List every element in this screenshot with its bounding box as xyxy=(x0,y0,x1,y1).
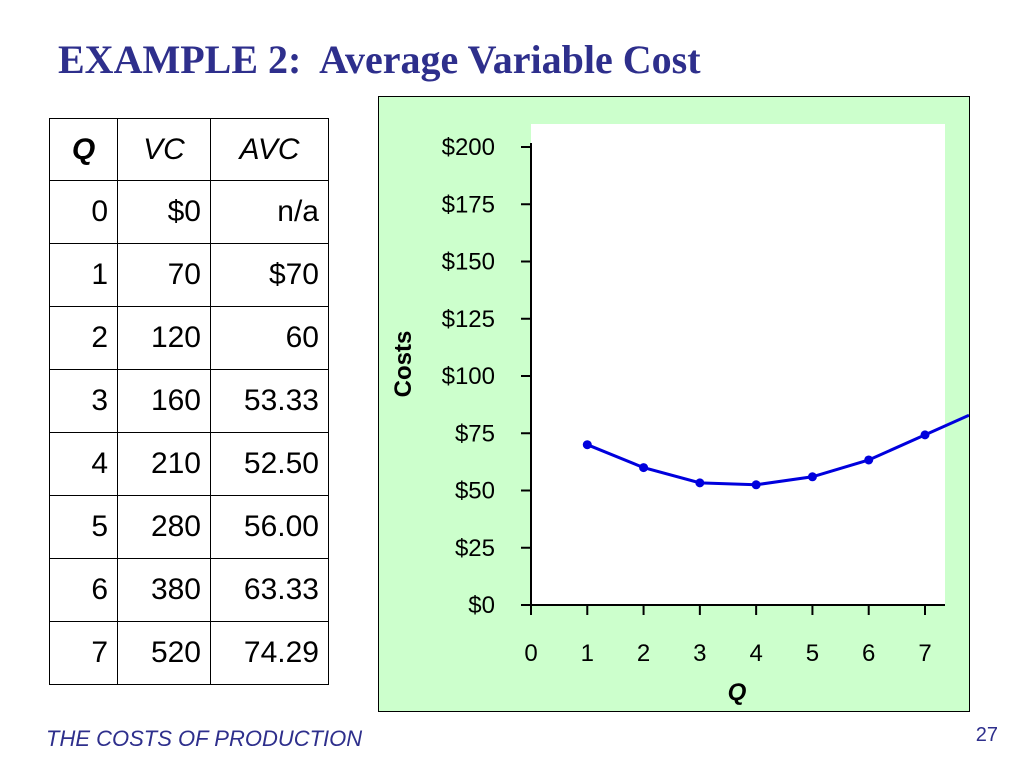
table-row: 7 520 74.29 xyxy=(49,621,329,685)
x-tick-label: 3 xyxy=(693,640,706,667)
avc-line xyxy=(586,413,969,487)
y-tick-label: $100 xyxy=(442,363,495,390)
y-tick-label: $200 xyxy=(442,134,495,161)
header-q: Q xyxy=(49,118,118,181)
cell-vc: 160 xyxy=(117,369,211,433)
x-tick-label: 1 xyxy=(581,640,594,667)
cell-vc: $0 xyxy=(117,180,211,244)
table-header-row: Q VC AVC xyxy=(49,118,329,181)
avc-point xyxy=(864,455,874,465)
cell-vc: 70 xyxy=(117,243,211,307)
avc-chart-svg: $0 $25 $50 $75 $100 $125 $150 $175 $200 0 1 2 3 4 5 6 7 Q… xyxy=(379,97,969,711)
header-vc: VC xyxy=(117,118,211,181)
series-layer xyxy=(582,413,969,490)
avc-point xyxy=(920,430,930,440)
y-tick-label: $75 xyxy=(455,420,495,447)
avc-point xyxy=(695,478,705,488)
x-tick-label: 4 xyxy=(749,640,762,667)
cell-avc: n/a xyxy=(210,180,329,244)
x-tick-label: 2 xyxy=(637,640,650,667)
cell-avc: 53.33 xyxy=(210,369,329,433)
cell-vc: 520 xyxy=(117,621,211,685)
axes-layer: $0 $25 $50 $75 $100 $125 $150 $175 $200 0 1 2 3 4 5 6 7 Q… xyxy=(390,134,945,706)
y-axis-title: Costs xyxy=(390,331,417,398)
table-row: 5 280 56.00 xyxy=(49,495,329,559)
avc-point xyxy=(582,440,592,450)
cell-q: 4 xyxy=(49,432,118,496)
cell-avc: 52.50 xyxy=(210,432,329,496)
table-row: 2 120 60 xyxy=(49,306,329,370)
cell-q: 0 xyxy=(49,180,118,244)
cell-vc: 210 xyxy=(117,432,211,496)
cell-q: 5 xyxy=(49,495,118,559)
x-tick-label: 6 xyxy=(862,640,875,667)
cell-avc: 74.29 xyxy=(210,621,329,685)
cell-vc: 120 xyxy=(117,306,211,370)
cell-avc: $70 xyxy=(210,243,329,307)
cell-vc: 280 xyxy=(117,495,211,559)
y-tick-label: $175 xyxy=(442,191,495,218)
cell-avc: 60 xyxy=(210,306,329,370)
cell-q: 7 xyxy=(49,621,118,685)
y-tick-label: $150 xyxy=(442,249,495,276)
y-tick-label: $125 xyxy=(442,306,495,333)
avc-point xyxy=(639,463,649,473)
cell-vc: 380 xyxy=(117,558,211,622)
cell-q: 6 xyxy=(49,558,118,622)
cell-q: 3 xyxy=(49,369,118,433)
slide-title: EXAMPLE 2: Average Variable Cost xyxy=(58,37,701,82)
table-row: 1 70 $70 xyxy=(49,243,329,307)
table-row: 4 210 52.50 xyxy=(49,432,329,496)
x-tick-label: 0 xyxy=(524,640,537,667)
avc-point xyxy=(751,480,761,490)
table-row: 0 $0 n/a xyxy=(49,180,329,244)
cell-avc: 63.33 xyxy=(210,558,329,622)
cell-q: 1 xyxy=(49,243,118,307)
x-axis-title: Q xyxy=(728,679,747,706)
avc-point xyxy=(807,472,817,482)
y-tick-label: $25 xyxy=(455,535,495,562)
cost-table: Q VC AVC 0 $0 n/a 1 70 $70 2 120 60 3 16… xyxy=(49,118,329,685)
table-row: 3 160 53.33 xyxy=(49,369,329,433)
x-tick-label: 7 xyxy=(918,640,931,667)
table-row: 6 380 63.33 xyxy=(49,558,329,622)
cell-q: 2 xyxy=(49,306,118,370)
y-tick-label: $50 xyxy=(455,478,495,505)
page-number: 27 xyxy=(975,724,998,746)
y-tick-label: $0 xyxy=(468,592,495,619)
plot-area xyxy=(531,124,945,605)
cell-avc: 56.00 xyxy=(210,495,329,559)
avc-chart: $0 $25 $50 $75 $100 $125 $150 $175 $200 0 1 2 3 4 5 6 7 Q… xyxy=(378,96,970,712)
header-avc: AVC xyxy=(210,118,329,181)
x-tick-label: 5 xyxy=(806,640,819,667)
footer-title: THE COSTS OF PRODUCTION xyxy=(46,726,363,751)
